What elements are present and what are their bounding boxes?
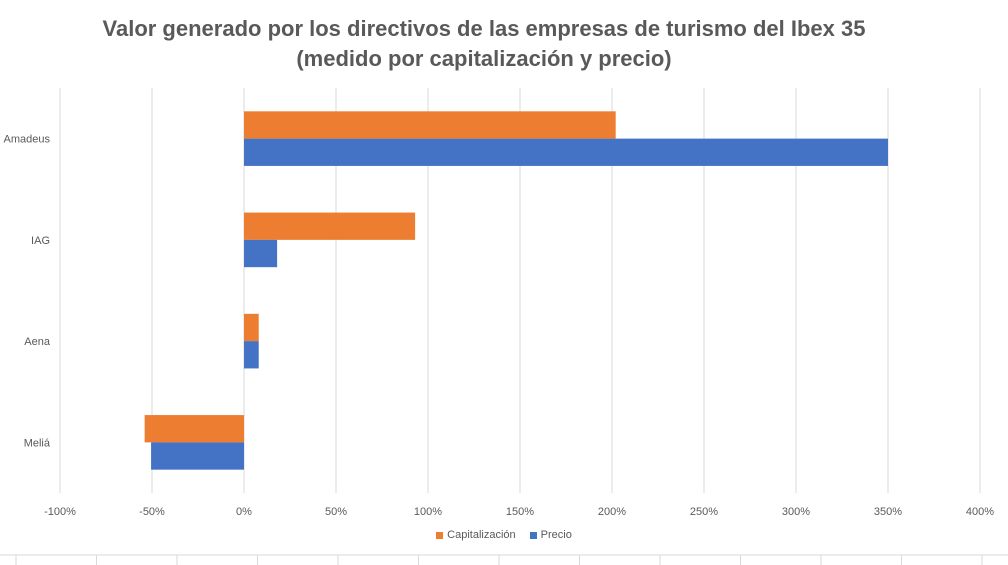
x-tick-label: 150%: [506, 506, 534, 518]
x-tick-label: 350%: [874, 506, 902, 518]
bar-capitalizacin-amadeus: [244, 111, 616, 139]
y-category-label: Meliá: [24, 437, 51, 449]
y-category-label: Amadeus: [4, 134, 51, 146]
x-tick-label: 50%: [325, 506, 347, 518]
legend-item-precio: Precio: [529, 529, 572, 541]
bar-precio-iag: [244, 239, 278, 268]
bar-precio-aena: [244, 341, 259, 369]
legend-item-capitalizacion: Capitalización: [436, 529, 516, 541]
y-category-label: IAG: [31, 235, 50, 247]
legend: Capitalización Precio: [0, 529, 1008, 541]
legend-swatch-capitalizacion: [436, 531, 444, 539]
bar-capitalizacin-iag: [244, 212, 416, 240]
x-tick-label: -100%: [44, 506, 76, 518]
x-tick-label: 400%: [966, 506, 994, 518]
bar-capitalizacin-meli: [144, 415, 244, 443]
x-tick-label: 200%: [598, 506, 626, 518]
x-tick-label: 300%: [782, 506, 810, 518]
bar-capitalizacin-aena: [244, 313, 259, 342]
x-tick-label: -50%: [139, 506, 165, 518]
bar-precio-amadeus: [244, 138, 888, 166]
legend-label: Precio: [540, 529, 572, 541]
chart-subtitle: (medido por capitalización y precio): [296, 46, 672, 71]
chart-title: Valor generado por los directivos de las…: [0, 14, 968, 74]
x-tick-label: 250%: [690, 506, 718, 518]
x-tick-label: 100%: [414, 506, 442, 518]
chart-title-line1: Valor generado por los directivos de las…: [102, 16, 866, 41]
bar-precio-meli: [151, 442, 244, 470]
x-tick-label: 0%: [236, 506, 252, 518]
y-category-label: Aena: [24, 336, 51, 348]
legend-swatch-precio: [529, 531, 537, 539]
legend-label: Capitalización: [447, 529, 516, 541]
